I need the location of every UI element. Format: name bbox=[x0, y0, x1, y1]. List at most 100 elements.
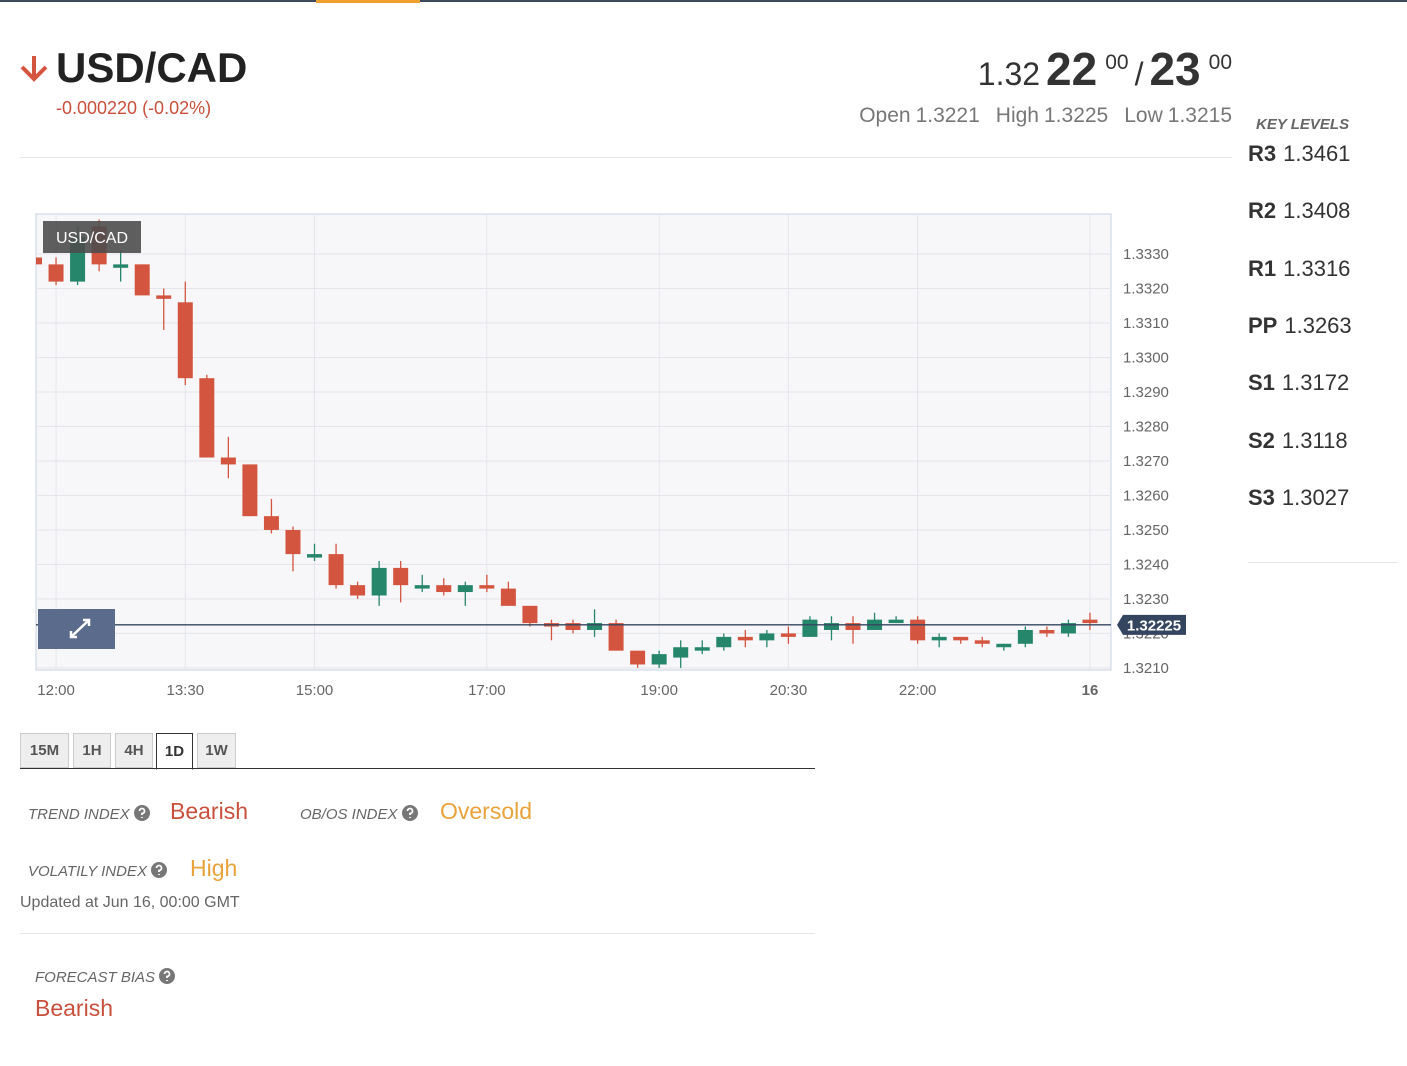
key-level-name: R3 bbox=[1248, 141, 1277, 166]
candle-body bbox=[823, 623, 839, 630]
obos-label: OB/OS INDEX bbox=[300, 806, 398, 823]
y-tick-label: 1.3320 bbox=[1123, 281, 1169, 298]
candle-body bbox=[307, 554, 323, 558]
y-tick-label: 1.3300 bbox=[1123, 349, 1169, 366]
volatility-label: VOLATILY INDEX bbox=[28, 863, 147, 880]
y-tick-label: 1.3260 bbox=[1123, 487, 1169, 504]
y-tick-label: 1.3240 bbox=[1123, 556, 1169, 573]
ohlc-label: Low bbox=[1124, 104, 1163, 127]
candle-body bbox=[1039, 629, 1055, 634]
candle-body bbox=[759, 633, 775, 641]
candle-body bbox=[350, 585, 366, 596]
plot-area bbox=[35, 213, 1112, 671]
key-level-name: S2 bbox=[1248, 427, 1275, 453]
ohlc-value: 1.3221 bbox=[915, 104, 980, 127]
candle-body bbox=[177, 302, 193, 379]
chart-title: USD/CAD bbox=[56, 230, 128, 247]
key-level-value: 1.3118 bbox=[1281, 427, 1348, 453]
forecast-label: FORECAST BIAS bbox=[35, 969, 156, 986]
x-tick-label: 22:00 bbox=[899, 682, 937, 699]
tabs-baseline bbox=[20, 768, 815, 769]
candle-body bbox=[716, 636, 732, 648]
ask-small: 00 bbox=[1208, 51, 1232, 74]
timeframe-tab[interactable]: 1W bbox=[197, 733, 236, 768]
candle-body bbox=[113, 264, 129, 268]
help-icon[interactable] bbox=[401, 805, 418, 821]
ohlc-value: 1.3215 bbox=[1167, 104, 1232, 127]
chart-title-box bbox=[43, 221, 141, 253]
expand-icon bbox=[69, 618, 91, 639]
volatility-index: VOLATILY INDEX bbox=[28, 862, 167, 880]
change: -0.000220 (-0.02%) bbox=[56, 98, 212, 118]
candle-body bbox=[888, 619, 904, 624]
candle-body bbox=[974, 640, 990, 644]
key-level: S1 1.3172 bbox=[1248, 370, 1349, 396]
candle-body bbox=[802, 619, 818, 637]
candle-body bbox=[199, 378, 215, 458]
top-bar-active bbox=[316, 0, 420, 3]
candle-body bbox=[630, 650, 646, 665]
timeframe-tab[interactable]: 15M bbox=[20, 733, 69, 768]
divider bbox=[1248, 562, 1398, 563]
quote: 1.32 22 00 / 23 00 bbox=[978, 46, 1232, 92]
candle-body bbox=[156, 295, 172, 299]
bid-big: 22 bbox=[1046, 43, 1098, 95]
key-level-name: PP bbox=[1248, 312, 1278, 338]
timeframe-tab[interactable]: 1H bbox=[73, 733, 111, 768]
candle-body bbox=[845, 623, 861, 630]
candle-body bbox=[371, 567, 387, 596]
candle-body bbox=[220, 457, 236, 465]
candle-body bbox=[1017, 629, 1033, 644]
key-level: PP 1.3263 bbox=[1248, 313, 1352, 339]
volatility-value: High bbox=[190, 855, 238, 881]
candle-body bbox=[285, 529, 301, 555]
x-tick-label: 20:30 bbox=[770, 682, 808, 699]
candle-body bbox=[608, 623, 624, 651]
divider bbox=[20, 933, 815, 934]
candle-body bbox=[36, 257, 42, 265]
key-level-value: 1.3316 bbox=[1283, 255, 1351, 281]
candle-body bbox=[134, 264, 150, 296]
quote-separator: / bbox=[1134, 56, 1144, 92]
current-price-label: 1.32225 bbox=[1127, 617, 1181, 634]
timeframe-tab[interactable]: 1D bbox=[156, 733, 193, 770]
trend-label: TREND INDEX bbox=[28, 806, 130, 823]
candle-body bbox=[1060, 623, 1076, 634]
candle-body bbox=[953, 636, 969, 641]
current-price-badge bbox=[1117, 614, 1186, 635]
key-level-value: 1.3172 bbox=[1281, 370, 1350, 396]
expand-button[interactable] bbox=[38, 609, 115, 649]
y-tick-label: 1.3280 bbox=[1123, 418, 1169, 435]
candle-body bbox=[910, 619, 926, 641]
help-icon[interactable] bbox=[159, 968, 176, 984]
x-tick-label: 13:30 bbox=[167, 682, 205, 699]
candle-body bbox=[457, 585, 473, 593]
forecast-bias: FORECAST BIAS bbox=[35, 968, 176, 986]
y-tick-label: 1.3330 bbox=[1123, 246, 1169, 263]
ohlc-item: Low 1.3215 bbox=[1124, 104, 1232, 128]
candle-body bbox=[263, 516, 279, 530]
ohlc-label: High bbox=[995, 104, 1039, 127]
x-tick-label: 19:00 bbox=[640, 682, 678, 699]
ask-big: 23 bbox=[1149, 43, 1201, 95]
key-level-value: 1.3027 bbox=[1281, 484, 1350, 510]
y-tick-label: 1.3270 bbox=[1123, 453, 1169, 470]
candle-body bbox=[587, 623, 603, 630]
key-level: S3 1.3027 bbox=[1248, 485, 1349, 511]
timeframe-tab[interactable]: 4H bbox=[115, 733, 153, 768]
key-level: R1 1.3316 bbox=[1248, 256, 1350, 282]
help-icon[interactable] bbox=[150, 862, 167, 878]
candle-body bbox=[694, 647, 710, 651]
ohlc-row: Open 1.3221 High 1.3225 Low 1.3215 bbox=[859, 104, 1232, 128]
help-icon[interactable] bbox=[133, 805, 150, 821]
top-bar bbox=[0, 0, 1407, 2]
chart: 1.32101.32201.32301.32401.32501.32601.32… bbox=[35, 213, 1186, 699]
ohlc-label: Open bbox=[859, 104, 911, 127]
obos-value: Oversold bbox=[440, 798, 533, 824]
candle-body bbox=[242, 464, 258, 517]
key-level-name: S3 bbox=[1248, 484, 1275, 510]
key-level-name: R2 bbox=[1248, 198, 1277, 224]
candle-body bbox=[737, 636, 753, 641]
y-tick-label: 1.3210 bbox=[1123, 660, 1169, 677]
key-level: R3 1.3461 bbox=[1248, 141, 1350, 167]
